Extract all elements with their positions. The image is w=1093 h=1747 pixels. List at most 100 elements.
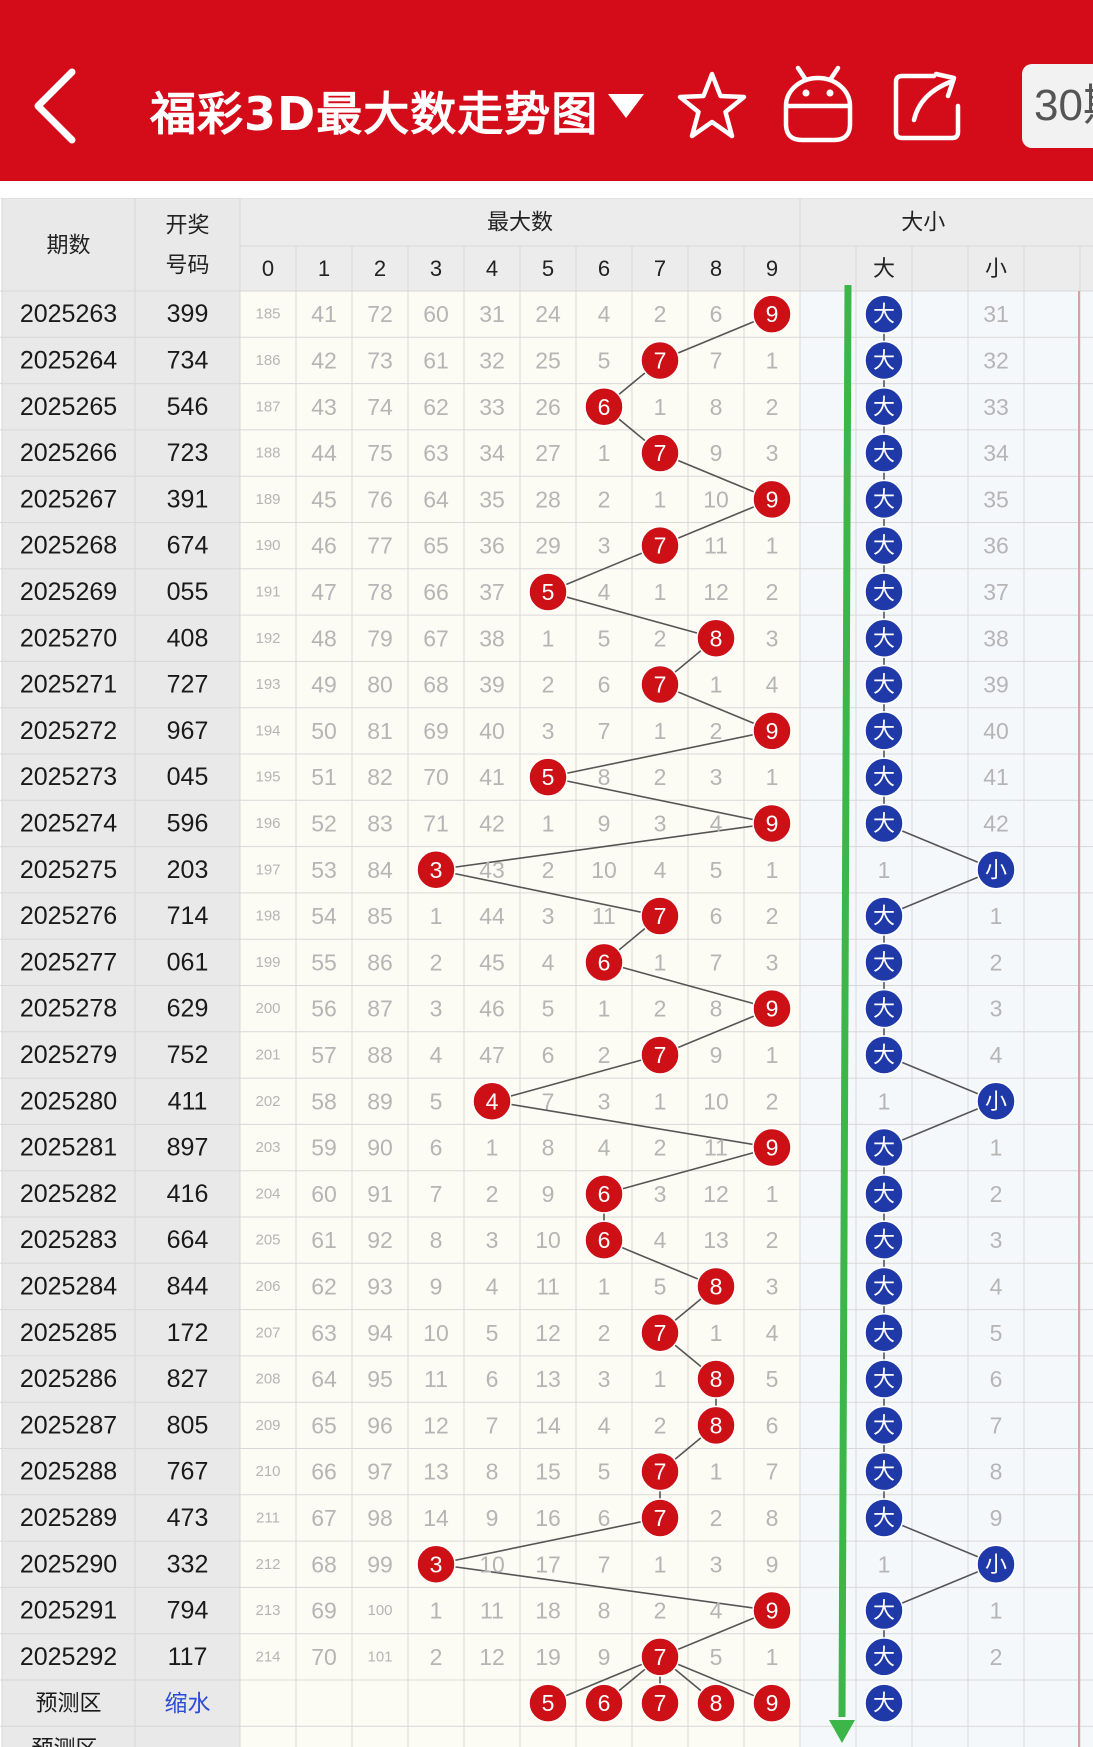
- predict-ball[interactable]: [584, 1683, 624, 1723]
- predict-ball[interactable]: [696, 1683, 736, 1723]
- missing-count: 80: [367, 672, 393, 698]
- size-big-ball: [864, 1127, 904, 1168]
- page-title[interactable]: 福彩3D最大数走势图: [150, 87, 599, 141]
- size-ball-label: 大: [873, 1181, 895, 1206]
- missing-count: 65: [311, 1412, 337, 1438]
- missing-count: 40: [479, 718, 505, 744]
- max-digit-ball: [584, 942, 624, 983]
- size-ball-label: 小: [985, 1089, 1007, 1114]
- table-row: 2025267 391 189 45 76 64 35 28 2 1 10 9 大 35: [20, 479, 1009, 520]
- size-big-ball: [864, 618, 904, 658]
- draw-number: 391: [167, 485, 209, 513]
- size-missing-count: 2: [990, 949, 1003, 975]
- size-ball-label: 大: [873, 533, 895, 558]
- star-icon[interactable]: [672, 62, 752, 146]
- missing-count: 3: [710, 1551, 723, 1577]
- max-digit-ball: [640, 1637, 680, 1677]
- period-select-button[interactable]: 30期: [1022, 64, 1093, 148]
- size-missing-count: 4: [990, 1042, 1003, 1068]
- table-row: 2025271 727 193 49 80 68 39 2 6 7 1 4 大 39: [20, 664, 1009, 705]
- size-ball-label: 大: [873, 672, 895, 697]
- draw-number: 752: [167, 1041, 209, 1069]
- missing-count: 4: [710, 810, 723, 836]
- max-digit-ball-label: 9: [766, 1598, 779, 1624]
- predict-ball[interactable]: [640, 1683, 680, 1723]
- max-digit-ball: [640, 1451, 680, 1492]
- missing-count: 10: [479, 1551, 505, 1577]
- predict2-label: 预测区: [31, 1736, 97, 1747]
- draw-number: 794: [167, 1597, 209, 1625]
- missing-count: 1: [654, 718, 667, 744]
- missing-count: 1: [430, 903, 443, 929]
- max-digit-ball: [584, 1174, 624, 1214]
- missing-count: 87: [367, 996, 393, 1022]
- max-digit-ball: [696, 1405, 736, 1446]
- back-arrow-icon[interactable]: [28, 64, 88, 148]
- missing-count: 9: [598, 1644, 611, 1670]
- issue-number: 2025285: [20, 1319, 117, 1347]
- missing-count: 81: [367, 718, 393, 744]
- missing-count: 19: [535, 1644, 561, 1670]
- missing-count: 8: [710, 996, 723, 1022]
- digit-header-4: 4: [486, 256, 498, 281]
- size-big-ball: [864, 1405, 904, 1446]
- missing-count: 57: [311, 1042, 337, 1068]
- left-cols-bg: [2, 198, 240, 1747]
- draw-number: 723: [167, 439, 209, 467]
- size-big-ball: [864, 711, 904, 751]
- max-digit-ball: [584, 1220, 624, 1260]
- missing-count: 41: [479, 764, 505, 790]
- predict-ball-label: 9: [766, 1690, 779, 1716]
- max-digit-ball: [696, 1359, 736, 1399]
- predict-ball[interactable]: [528, 1683, 568, 1723]
- draw-number: 805: [167, 1411, 209, 1439]
- missing-count: 9: [710, 1042, 723, 1068]
- missing-count: 8: [430, 1227, 443, 1253]
- issue-number: 2025289: [20, 1504, 117, 1532]
- missing-count: 3: [598, 1366, 611, 1392]
- robot-icon[interactable]: [778, 62, 858, 146]
- table-row: 2025292 117 214 70 101 2 12 19 9 7 5 1 大 2: [20, 1637, 1002, 1677]
- draw-number: 664: [167, 1226, 209, 1254]
- missing-count: 194: [255, 722, 280, 739]
- missing-count: 11: [592, 903, 616, 929]
- max-digit-ball: [584, 387, 624, 427]
- missing-count: 198: [255, 908, 280, 925]
- size-missing-count: 42: [983, 810, 1009, 836]
- missing-count: 1: [654, 1366, 667, 1392]
- size-ball-label: 大: [873, 348, 895, 373]
- size-ball-label: 大: [873, 626, 895, 651]
- missing-count: 96: [367, 1412, 393, 1438]
- missing-count: 35: [479, 486, 505, 512]
- max-digit-ball-label: 8: [710, 1366, 723, 1392]
- missing-count: 67: [311, 1505, 337, 1531]
- missing-count: 90: [367, 1135, 393, 1161]
- missing-count: 42: [479, 810, 505, 836]
- size-ball-label: 大: [873, 1320, 895, 1345]
- predict-fan-line: [659, 1656, 773, 1704]
- dropdown-triangle-icon[interactable]: [604, 84, 648, 128]
- shrink-link[interactable]: 缩水: [165, 1690, 211, 1716]
- size-big-ball: [864, 988, 904, 1029]
- missing-count: 209: [255, 1417, 280, 1434]
- missing-count: 76: [367, 486, 393, 512]
- missing-count: 77: [367, 533, 393, 559]
- missing-count: 93: [367, 1273, 393, 1299]
- missing-count: 1: [654, 579, 667, 605]
- size-big-ball: [864, 1266, 904, 1307]
- max-digit-ball-label: 7: [654, 1459, 667, 1485]
- issue-number: 2025282: [20, 1180, 117, 1208]
- predict-ball[interactable]: [752, 1683, 792, 1723]
- missing-count: 9: [710, 440, 723, 466]
- issue-number: 2025288: [20, 1458, 117, 1486]
- share-icon[interactable]: [888, 62, 968, 146]
- missing-count: 3: [598, 533, 611, 559]
- missing-count: 28: [535, 486, 561, 512]
- missing-count: 213: [255, 1602, 280, 1619]
- missing-count: 205: [255, 1232, 280, 1249]
- missing-count: 5: [542, 996, 555, 1022]
- size-ball-label: 大: [873, 1459, 895, 1484]
- predict-size-ball[interactable]: [864, 1683, 904, 1723]
- missing-count: 79: [367, 625, 393, 651]
- missing-count: 203: [255, 1139, 280, 1156]
